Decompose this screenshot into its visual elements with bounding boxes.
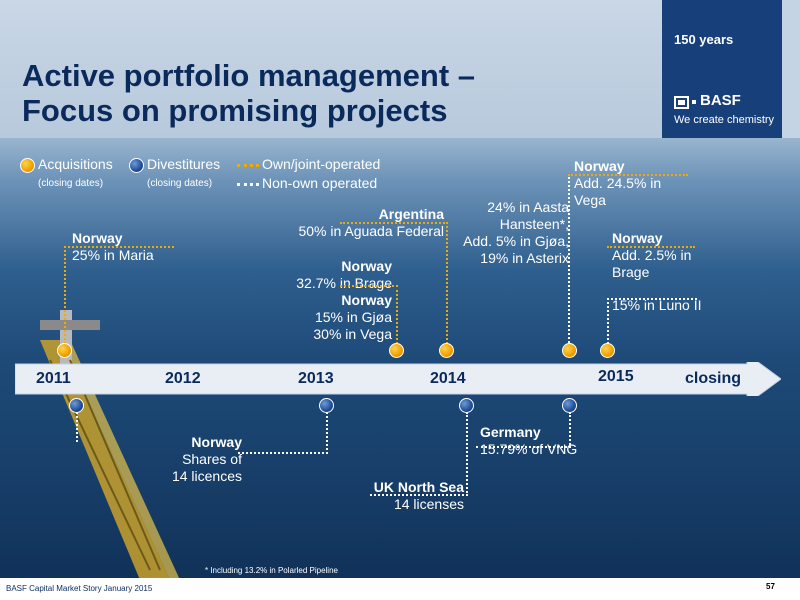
divestiture-marker bbox=[319, 398, 334, 413]
acquisition-marker bbox=[57, 343, 72, 358]
year-2012: 2012 bbox=[165, 370, 201, 387]
footer-source: BASF Capital Market Story January 2015 bbox=[6, 584, 153, 593]
brand-panel: 150 years BASF We create chemistry bbox=[662, 0, 782, 138]
connector-acq-2015b bbox=[607, 298, 697, 352]
divestiture-marker bbox=[459, 398, 474, 413]
connector-acq-2015a-top bbox=[568, 174, 688, 176]
title-line-1: Active portfolio management – bbox=[22, 58, 476, 93]
acquisition-marker bbox=[600, 343, 615, 358]
year-2015: 2015 bbox=[598, 368, 634, 385]
closing-label: closing bbox=[685, 370, 742, 387]
connector-acq-2015b-top bbox=[607, 246, 695, 248]
div-2012-norway: Norway Shares of 14 licences bbox=[171, 434, 242, 484]
acq-2014-aasta-hansteen: 24% in Aasta Hansteen*, Add. 5% in Gjøa,… bbox=[463, 199, 569, 266]
div-2014-germany: Germany 15.79% of VNG bbox=[480, 424, 578, 457]
year-2011: 2011 bbox=[36, 370, 71, 387]
legend-acquisitions-sub: (closing dates) bbox=[38, 178, 104, 189]
acquisition-marker bbox=[439, 343, 454, 358]
footnote: * Including 13.2% in Polarled Pipeline bbox=[205, 566, 338, 575]
acquisition-marker bbox=[389, 343, 404, 358]
logo-dot-icon bbox=[692, 100, 696, 104]
basf-logo-icon bbox=[674, 96, 689, 109]
own-operated-line-icon bbox=[237, 164, 259, 167]
connector-acq-2011 bbox=[64, 246, 174, 352]
legend-own-operated: Own/joint-operated bbox=[262, 156, 381, 172]
page-number: 57 bbox=[766, 582, 775, 591]
legend-non-own-operated: Non-own operated bbox=[262, 175, 378, 191]
acq-2015-brage-luno: Norway Add. 2.5% in Brage 15% in Luno II bbox=[612, 230, 702, 313]
acq-2013-brage: Norway 32.7% in Brage bbox=[296, 258, 392, 291]
acq-2014-aguada-federal: Argentina 50% in Aguada Federal bbox=[298, 206, 444, 239]
year-2013: 2013 bbox=[298, 370, 334, 387]
brand-tagline: We create chemistry bbox=[674, 114, 775, 126]
acq-2015-vega: Norway Add. 24.5% in Vega bbox=[574, 158, 662, 208]
connector-div-2011 bbox=[76, 412, 78, 442]
acquisition-dot-icon bbox=[20, 158, 35, 173]
div-2013-uk: UK North Sea 14 licenses bbox=[373, 479, 464, 512]
divestiture-marker bbox=[562, 398, 577, 413]
connector-acq-2013 bbox=[340, 285, 398, 352]
timeline-arrow bbox=[15, 362, 781, 396]
legend-acquisitions: Acquisitions bbox=[38, 156, 113, 172]
divestiture-marker bbox=[69, 398, 84, 413]
title-line-2: Focus on promising projects bbox=[22, 93, 448, 128]
legend-divestitures-sub: (closing dates) bbox=[147, 178, 213, 189]
divestiture-dot-icon bbox=[129, 158, 144, 173]
connector-div-2013 bbox=[238, 412, 328, 454]
anniversary-label: 150 years bbox=[674, 32, 734, 47]
acquisition-marker bbox=[562, 343, 577, 358]
connector-acq-2015a bbox=[568, 174, 570, 350]
footer-bar bbox=[0, 578, 800, 600]
year-2014: 2014 bbox=[430, 370, 466, 387]
acq-2013-gjoa-vega: Norway 15% in Gjøa 30% in Vega bbox=[313, 292, 392, 342]
connector-acq-2014a bbox=[340, 222, 448, 352]
brand-strip bbox=[782, 0, 800, 138]
page-title: Active portfolio management – Focus on p… bbox=[22, 58, 475, 128]
brand-name: BASF bbox=[700, 92, 741, 109]
non-own-operated-line-icon bbox=[237, 183, 259, 186]
connector-div-2014b bbox=[476, 412, 571, 448]
header-band: Active portfolio management – Focus on p… bbox=[0, 0, 662, 138]
legend-divestitures: Divestitures bbox=[147, 156, 221, 172]
acq-2011-maria: Norway 25% in Maria bbox=[72, 230, 154, 263]
connector-div-2014 bbox=[370, 412, 468, 496]
